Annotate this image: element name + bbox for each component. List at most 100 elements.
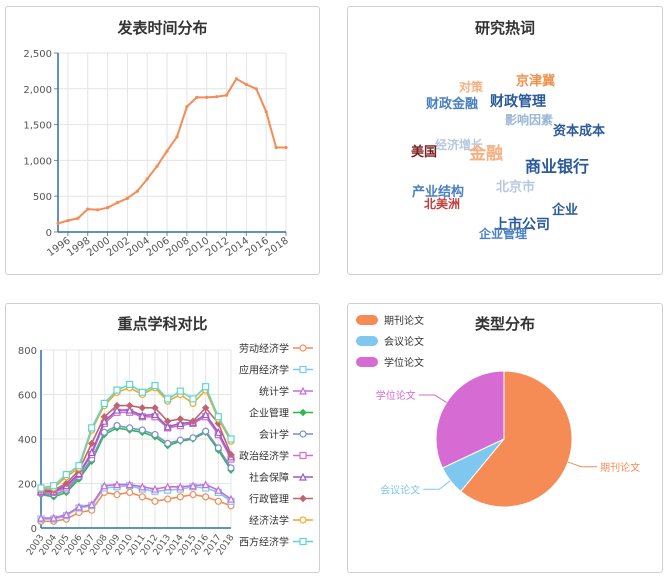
data-point bbox=[87, 500, 96, 509]
cloud-word[interactable]: 企业 bbox=[552, 203, 579, 218]
series-line bbox=[41, 484, 232, 520]
cloud-word[interactable]: 财政管理 bbox=[490, 94, 546, 110]
data-point bbox=[138, 411, 147, 420]
chart-title: 发表时间分布 bbox=[117, 19, 208, 37]
cloud-word[interactable]: 美国 bbox=[411, 145, 438, 160]
series-line bbox=[41, 483, 232, 519]
cloud-word[interactable]: 经济增长 bbox=[435, 138, 484, 152]
data-point bbox=[145, 177, 149, 181]
legend-label: 行政管理 bbox=[249, 493, 289, 506]
slice-label: 会议论文 bbox=[380, 483, 420, 496]
data-point bbox=[176, 387, 184, 395]
data-point bbox=[125, 480, 134, 489]
data-point bbox=[299, 537, 307, 546]
legend-item[interactable]: 会议论文 bbox=[356, 335, 424, 348]
data-point bbox=[151, 404, 159, 412]
cloud-word[interactable]: 财政金融 bbox=[426, 97, 479, 112]
data-point bbox=[215, 95, 219, 99]
y-tick-label: 500 bbox=[33, 192, 52, 203]
cloud-word[interactable]: 北京市 bbox=[496, 180, 536, 195]
data-point bbox=[227, 494, 235, 503]
data-point bbox=[176, 419, 185, 428]
data-point bbox=[244, 82, 248, 87]
legend-item[interactable]: 行政管理 bbox=[249, 493, 313, 506]
legend-item[interactable]: 应用经济学 bbox=[239, 364, 313, 377]
data-point bbox=[37, 513, 45, 522]
cloud-word[interactable]: 商业银行 bbox=[525, 157, 590, 176]
data-point bbox=[100, 413, 109, 421]
y-tick-label: 200 bbox=[18, 480, 37, 491]
legend-swatch bbox=[356, 315, 378, 325]
y-tick-label: 400 bbox=[18, 435, 37, 446]
legend-item[interactable]: 学位论文 bbox=[356, 356, 424, 369]
legend-item[interactable]: 企业管理 bbox=[249, 407, 313, 420]
data-point bbox=[227, 435, 235, 443]
series-group bbox=[37, 405, 235, 495]
series-line bbox=[41, 411, 232, 494]
data-point bbox=[176, 415, 185, 423]
series-line bbox=[40, 383, 232, 489]
data-point bbox=[202, 383, 210, 391]
data-point bbox=[113, 491, 121, 499]
data-point bbox=[163, 482, 172, 491]
data-point bbox=[151, 410, 159, 419]
data-point bbox=[214, 497, 222, 505]
cloud-word[interactable]: 北美洲 bbox=[424, 197, 461, 211]
data-point bbox=[37, 484, 45, 492]
data-point bbox=[201, 410, 210, 419]
y-tick-label: 0 bbox=[46, 228, 52, 239]
cloud-word[interactable]: 金融 bbox=[469, 144, 503, 164]
data-point bbox=[189, 491, 197, 499]
data-point bbox=[151, 430, 159, 439]
y-tick-label: 2,000 bbox=[23, 85, 52, 96]
cloud-word[interactable]: 上市公司 bbox=[494, 217, 550, 233]
data-point bbox=[214, 444, 222, 452]
data-point bbox=[164, 495, 172, 503]
legend-item[interactable]: 会计学 bbox=[259, 428, 313, 441]
data-point bbox=[299, 386, 307, 395]
data-point bbox=[201, 480, 210, 489]
legend-item[interactable]: 社会保障 bbox=[249, 471, 313, 484]
legend-item[interactable]: 期刊论文 bbox=[356, 314, 424, 327]
cloud-word[interactable]: 企业管理 bbox=[479, 227, 528, 241]
series-line bbox=[41, 491, 232, 523]
slice-label: 期刊论文 bbox=[600, 461, 640, 474]
leader-line bbox=[418, 394, 447, 403]
data-point bbox=[62, 471, 70, 479]
chart-title: 类型分布 bbox=[474, 315, 535, 333]
data-point bbox=[299, 365, 307, 374]
legend-item[interactable]: 经济法学 bbox=[249, 514, 313, 527]
data-point bbox=[88, 424, 96, 432]
data-point bbox=[113, 422, 121, 430]
y-tick-label: 800 bbox=[18, 346, 37, 357]
legend-item[interactable]: 劳动经济学 bbox=[239, 342, 313, 355]
cloud-word[interactable]: 产业结构 bbox=[412, 185, 465, 200]
legend-swatch bbox=[356, 357, 378, 367]
data-point bbox=[49, 513, 58, 522]
data-point bbox=[151, 497, 159, 505]
data-point bbox=[189, 481, 197, 490]
data-point bbox=[299, 516, 307, 524]
series-line bbox=[41, 409, 232, 493]
cloud-word[interactable]: 对策 bbox=[459, 80, 484, 94]
data-point bbox=[66, 218, 70, 223]
data-point bbox=[284, 145, 288, 150]
cloud-word[interactable]: 影响因素 bbox=[505, 113, 554, 127]
cloud-word[interactable]: 资本成本 bbox=[553, 124, 606, 139]
panel-disciplines: 重点学科对比 0 200 400 600 800 2003 2004 2005 2006 2007… bbox=[5, 303, 320, 573]
cloud-word[interactable]: 京津冀 bbox=[516, 74, 556, 89]
data-point bbox=[100, 399, 108, 408]
legend-label: 会计学 bbox=[259, 428, 289, 441]
leader-line bbox=[567, 461, 598, 468]
legend-label: 应用经济学 bbox=[239, 364, 289, 377]
data-point bbox=[299, 472, 307, 481]
data-point bbox=[299, 344, 307, 352]
data-point bbox=[299, 451, 307, 460]
data-point bbox=[176, 493, 184, 501]
legend-item[interactable]: 西方经济学 bbox=[239, 536, 313, 549]
legend-item[interactable]: 政治经济学 bbox=[239, 450, 313, 463]
legend-item[interactable]: 统计学 bbox=[259, 385, 313, 398]
data-point bbox=[126, 488, 134, 496]
data-point bbox=[227, 464, 235, 472]
legend-swatch bbox=[356, 336, 378, 346]
